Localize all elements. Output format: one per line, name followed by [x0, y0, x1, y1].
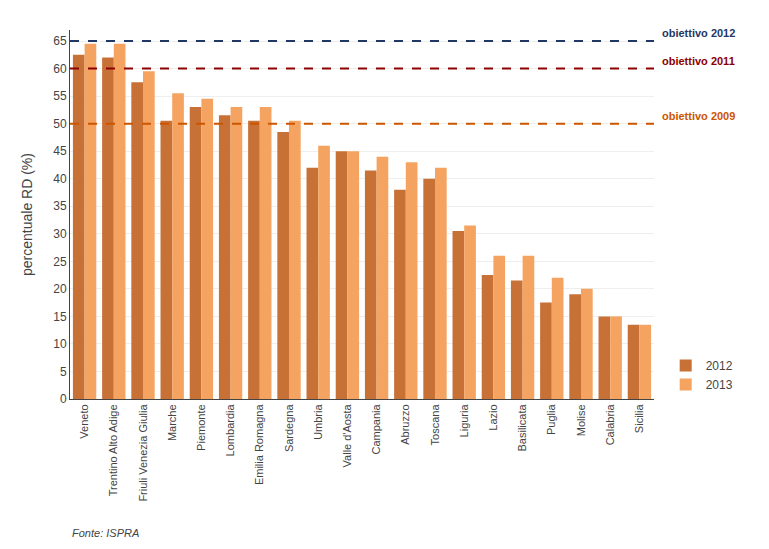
- svg-text:50: 50: [53, 117, 67, 131]
- svg-text:Veneto: Veneto: [78, 404, 90, 438]
- svg-text:Marche: Marche: [166, 404, 178, 441]
- svg-text:25: 25: [53, 255, 67, 269]
- svg-text:2013: 2013: [706, 378, 733, 392]
- svg-text:Lazio: Lazio: [487, 404, 499, 430]
- svg-text:10: 10: [53, 337, 67, 351]
- svg-text:Puglia: Puglia: [545, 404, 557, 435]
- svg-text:2012: 2012: [706, 359, 733, 373]
- svg-text:Valle d'Aosta: Valle d'Aosta: [341, 404, 353, 468]
- svg-text:Lombardia: Lombardia: [224, 404, 236, 457]
- svg-text:0: 0: [60, 392, 67, 406]
- svg-text:Fonte: ISPRA: Fonte: ISPRA: [72, 527, 139, 539]
- svg-text:obiettivo 2009: obiettivo 2009: [662, 110, 735, 122]
- svg-text:20: 20: [53, 282, 67, 296]
- svg-text:Abruzzo: Abruzzo: [399, 404, 411, 444]
- svg-text:Molise: Molise: [575, 404, 587, 436]
- svg-text:30: 30: [53, 227, 67, 241]
- svg-text:65: 65: [53, 34, 67, 48]
- svg-text:obiettivo 2011: obiettivo 2011: [662, 55, 735, 67]
- svg-text:Campania: Campania: [370, 404, 382, 455]
- svg-text:55: 55: [53, 89, 67, 103]
- svg-text:Sardegna: Sardegna: [283, 404, 295, 453]
- svg-text:Liguria: Liguria: [458, 404, 470, 438]
- svg-text:15: 15: [53, 310, 67, 324]
- svg-text:obiettivo 2012: obiettivo 2012: [662, 27, 735, 39]
- svg-text:Sicilia: Sicilia: [633, 404, 645, 434]
- svg-text:Friuli Venezia Giulia: Friuli Venezia Giulia: [137, 404, 149, 502]
- svg-text:Emilia Romagna: Emilia Romagna: [253, 404, 265, 486]
- svg-text:Piemonte: Piemonte: [195, 404, 207, 450]
- svg-text:45: 45: [53, 144, 67, 158]
- svg-text:Basilicata: Basilicata: [516, 404, 528, 452]
- svg-text:Calabria: Calabria: [604, 404, 616, 446]
- svg-text:Umbria: Umbria: [312, 404, 324, 440]
- svg-text:5: 5: [60, 365, 67, 379]
- svg-text:Trentino Alto Adige: Trentino Alto Adige: [107, 404, 119, 496]
- svg-text:Toscana: Toscana: [429, 404, 441, 446]
- svg-text:35: 35: [53, 199, 67, 213]
- svg-text:60: 60: [53, 62, 67, 76]
- svg-text:percentuale RD (%): percentuale RD (%): [19, 153, 35, 276]
- svg-text:40: 40: [53, 172, 67, 186]
